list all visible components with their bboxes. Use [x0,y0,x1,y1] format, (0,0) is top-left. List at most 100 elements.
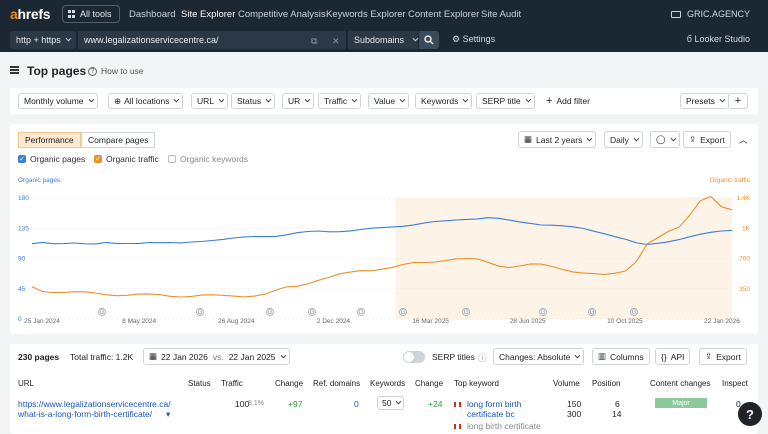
right-tick-label: 1.4K [737,195,751,202]
row-top-keyword-2[interactable]: long birth certificate [467,421,541,431]
nav-site-audit[interactable]: Site Audit [481,9,522,20]
col-volume[interactable]: Volume [553,379,580,388]
annotations-button[interactable]: ◯ [650,131,680,148]
how-to-use-link[interactable]: ? How to use [88,66,144,76]
search-button[interactable] [419,31,439,49]
protocol-select[interactable]: http + https [10,31,76,49]
menu-icon[interactable] [10,66,19,74]
filter-locations[interactable]: ⊕ All locations [108,93,184,109]
add-preset-button[interactable]: + [728,93,748,109]
search-icon [424,35,434,45]
col-ref-domains[interactable]: Ref. domains [313,379,361,388]
x-tick-label: 16 Mar 2025 [412,318,449,325]
add-filter-button[interactable]: + Add filter [540,93,596,109]
col-url[interactable]: URL [18,379,35,388]
check-icon: ✓ [94,155,102,163]
settings-button[interactable]: ⚙ Settings [452,34,496,44]
mode-select[interactable]: Subdomains [348,31,419,49]
google-update-marker-label: G [631,309,636,316]
filter-url[interactable]: URL [191,93,229,109]
serp-titles-toggle[interactable] [403,351,425,363]
right-axis-title: Organic traffic [710,177,751,184]
row-keywords-dropdown[interactable]: 50 [377,396,405,410]
row-change: +97 [288,399,303,409]
col-content-changes[interactable]: Content changes [650,379,711,388]
col-traffic[interactable]: Traffic [221,379,243,388]
row-url-line2[interactable]: what-is-a-long-form-birth-certificate/ [18,409,153,419]
date-range-select[interactable]: ▦ Last 2 years [518,131,597,148]
filter-monthly-volume[interactable]: Monthly volume [18,93,98,109]
collapse-icon[interactable]: ︿ [734,131,753,148]
google-update-marker-label: G [400,309,405,316]
chevron-down-icon [218,96,225,103]
chevron-down-icon [304,96,311,103]
calendar-icon: ▦ [524,134,533,144]
col-status[interactable]: Status [188,379,211,388]
x-tick-label: 2 Dec 2024 [317,318,351,325]
clear-icon[interactable]: ✕ [332,36,340,46]
nav-content-explorer[interactable]: Content Explorer [408,9,480,20]
row-url-line1[interactable]: https://www.legalizationservicecentre.ca… [18,399,171,409]
series-line-organic-traffic [31,195,733,298]
code-icon: {} [661,351,667,362]
col-kw-change[interactable]: Change [415,379,444,388]
filter-ur[interactable]: UR [282,93,315,109]
account-menu[interactable]: GRIC.AGENCY [670,9,750,19]
api-button[interactable]: {} API [655,348,691,365]
presets-button[interactable]: Presets [680,93,729,109]
changes-mode-select[interactable]: Changes: Absolute [493,348,585,365]
row-ref-domains[interactable]: 0 [354,399,359,409]
x-tick-label: 26 Aug 2024 [218,318,255,325]
checkbox-organic-pages[interactable]: ✓ Organic pages [18,154,86,164]
url-input[interactable]: www.legalizationservicecentre.ca/ [78,31,346,49]
chevron-down-icon[interactable]: ▾ [166,409,171,419]
row-top-keyword-1a[interactable]: long form birth [467,399,522,409]
nav-competitive-analysis[interactable]: Competitive Analysis [238,9,326,20]
filter-value[interactable]: Value [368,93,410,109]
checkbox-organic-traffic[interactable]: ✓ Organic traffic [94,154,159,164]
columns-button[interactable]: ▥ Columns [592,348,650,365]
nav-site-explorer[interactable]: Site Explorer [181,9,236,20]
row-top-keyword-1b[interactable]: certificate bc [467,409,515,419]
flag-ca-icon [454,421,465,431]
nav-dashboard[interactable]: Dashboard [129,9,176,20]
all-tools-button[interactable]: All tools [62,5,120,23]
export-chart-button[interactable]: ⇪ Export [683,131,731,148]
filter-status[interactable]: Status [231,93,276,109]
col-change[interactable]: Change [275,379,304,388]
open-external-icon[interactable]: ⧉ [311,36,318,46]
chevron-down-icon [280,352,286,358]
filter-traffic[interactable]: Traffic [318,93,362,109]
col-inspect[interactable]: Inspect [722,379,748,388]
looker-studio-button[interactable]: б Looker Studio [686,34,750,44]
ahrefs-logo[interactable]: ahrefs [10,6,51,22]
interval-select[interactable]: Daily [604,131,643,148]
chevron-down-icon [65,35,72,42]
nav-keywords-explorer[interactable]: Keywords Explorer [326,9,406,20]
help-icon[interactable]: ⓘ [478,353,487,363]
monitor-icon [670,10,681,18]
export-table-button[interactable]: ⇪ Export [699,348,747,365]
google-update-marker-label: G [540,309,545,316]
tab-compare-pages[interactable]: Compare pages [81,132,156,148]
filter-serp-title[interactable]: SERP title [476,93,535,109]
series-line-organic-pages [31,217,733,246]
date-compare-select[interactable]: ▦ 22 Jan 2026 vs. 22 Jan 2025 [143,348,290,365]
top-navigation: ahrefs All tools Dashboard Site Explorer… [0,0,768,28]
row-inspect[interactable]: 0 [736,399,741,409]
google-update-marker-label: G [358,309,363,316]
chevron-down-icon [265,96,272,103]
col-keywords[interactable]: Keywords [370,379,406,388]
left-tick-label: 90 [18,256,26,263]
checkbox-organic-keywords[interactable]: Organic keywords [168,154,248,164]
export-icon: ⇪ [689,134,697,144]
tab-performance[interactable]: Performance [18,132,81,148]
row-position-1: 6 [615,399,620,409]
performance-chart[interactable]: 180 135 90 45 0 1.4K 1K 700 350 Organic pages Orga… [10,124,758,334]
col-position[interactable]: Position [592,379,621,388]
performance-panel: Performance Compare pages ▦ Last 2 years … [10,124,758,334]
help-chat-button[interactable]: ? [738,402,762,426]
google-update-marker-label: G [197,309,202,316]
col-top-keyword[interactable]: Top keyword [454,379,499,388]
filter-keywords[interactable]: Keywords [415,93,473,109]
